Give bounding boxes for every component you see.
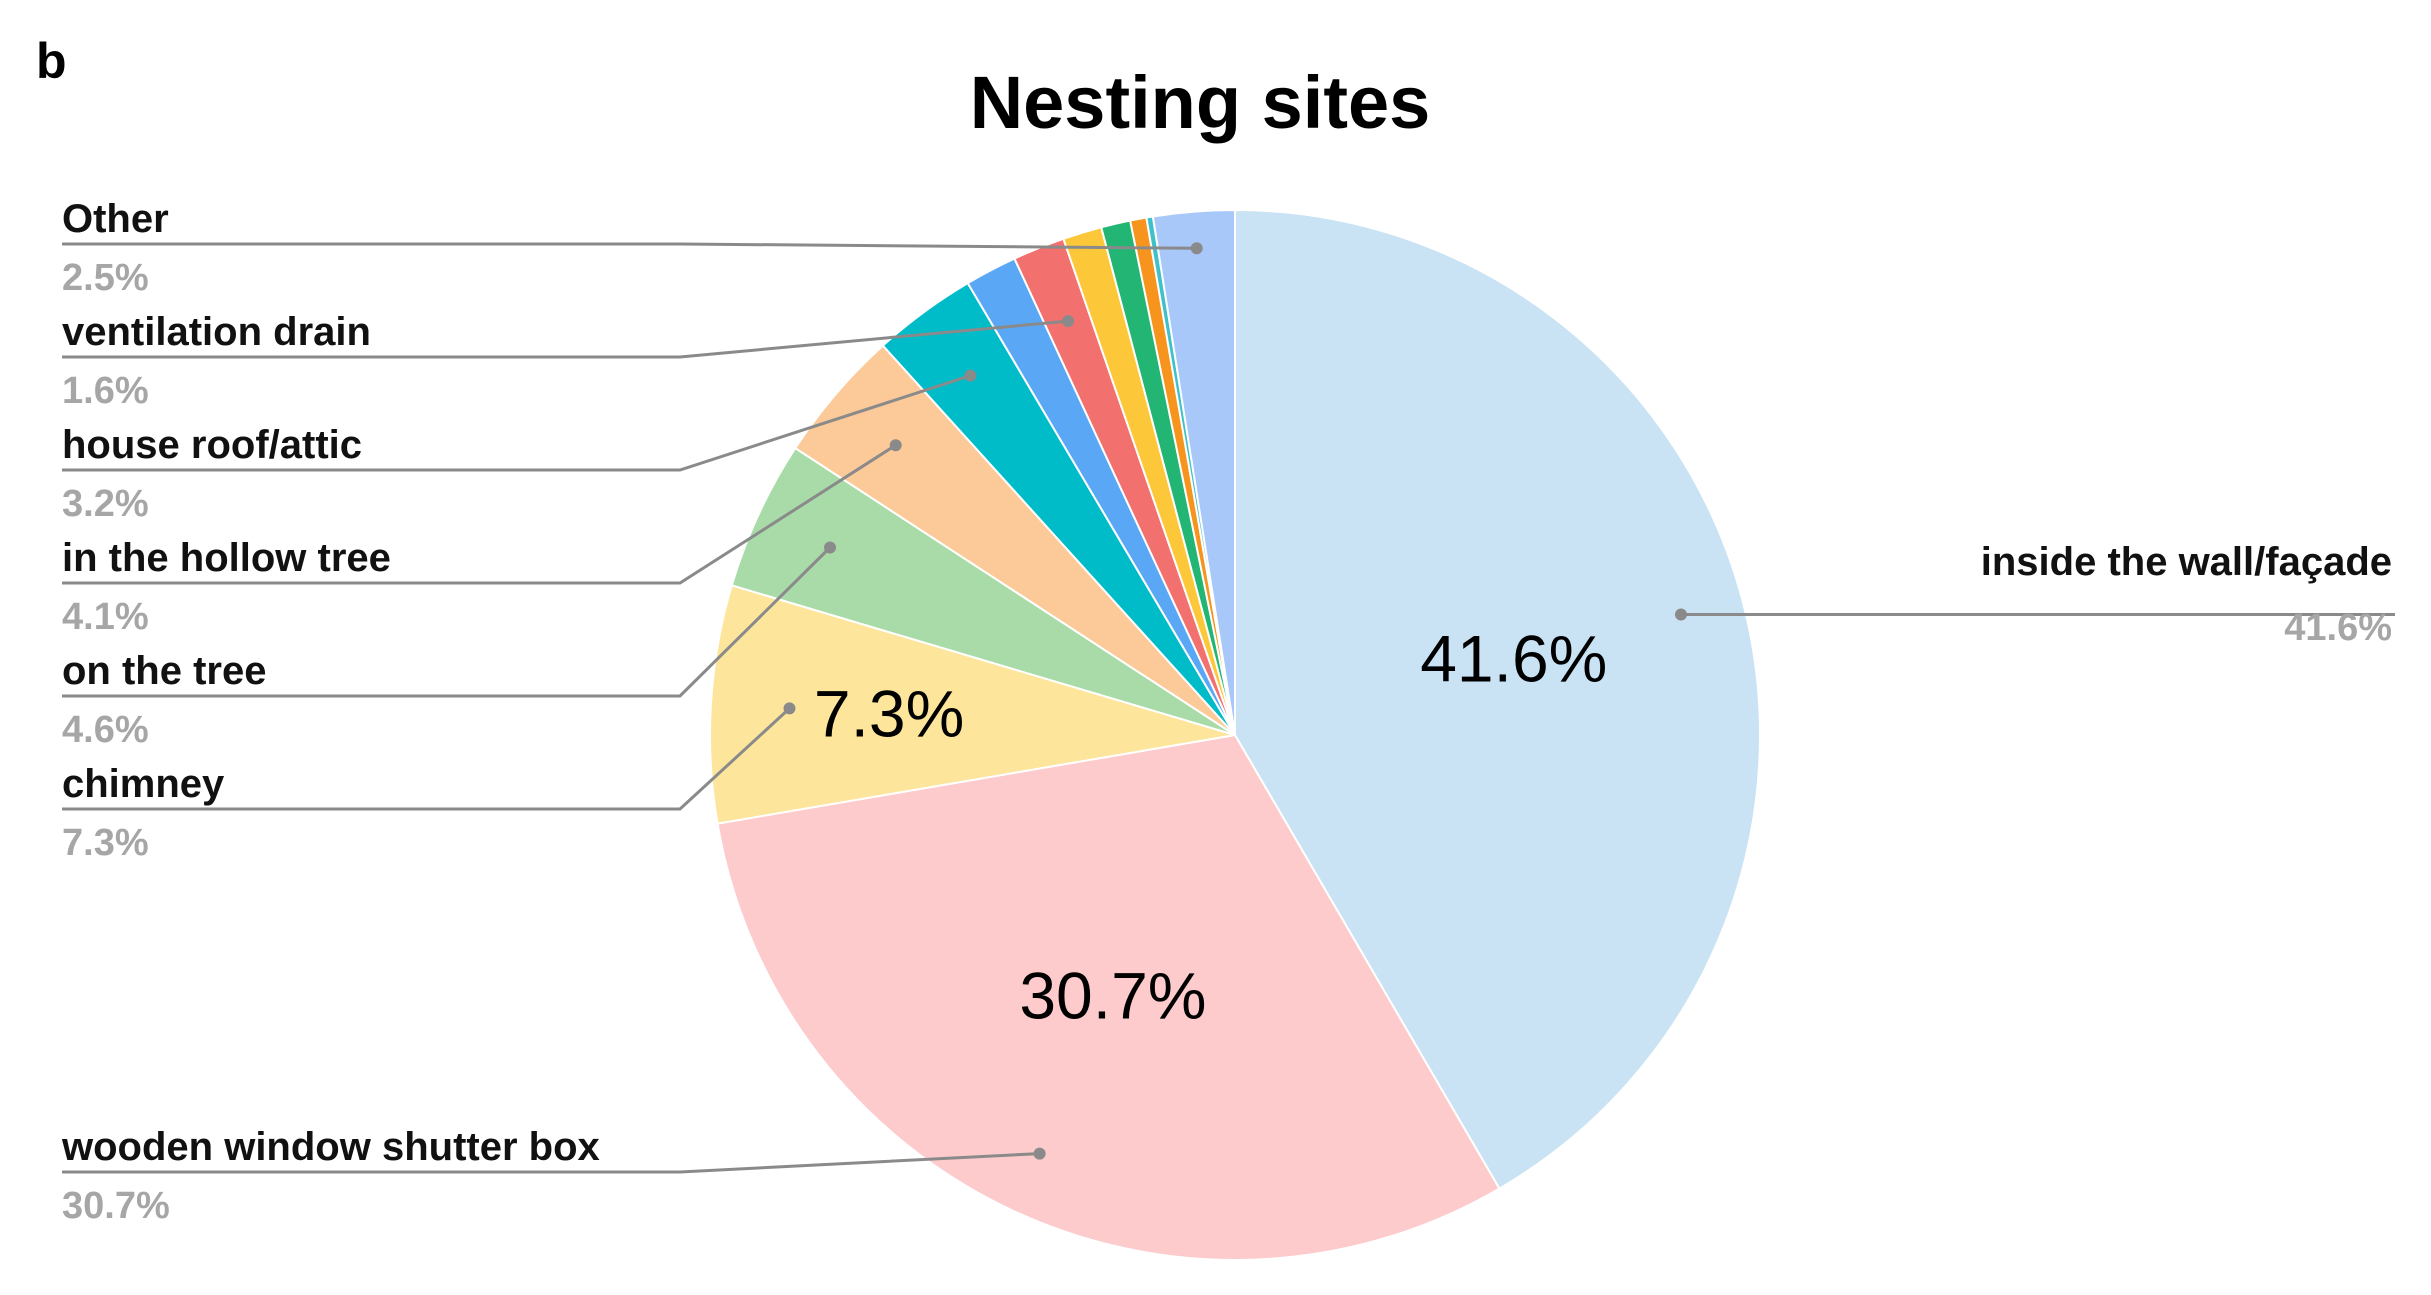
inner-percent-chimney: 7.3%: [814, 676, 964, 750]
label-percent-house-roof-attic: 3.2%: [62, 483, 149, 525]
chart-title: Nesting sites: [970, 61, 1431, 144]
slice-labels: 41.6% inside the wall/façade 41.6% 30.7% woo…: [61, 197, 2392, 1227]
label-percent-inside-the-wall-fa-ade: 41.6%: [2284, 607, 2392, 649]
label-in-the-hollow-tree: in the hollow tree: [62, 536, 391, 580]
label-percent-chimney: 7.3%: [62, 822, 149, 864]
pie-slice-wooden-window-shutter-box: [716, 733, 1501, 1261]
pie-slice-chimney: [709, 584, 1236, 825]
label-other: Other: [62, 197, 169, 241]
leader-lines: [62, 242, 2395, 1174]
leader-line-other: [62, 242, 1197, 250]
leader-line-ventilation-drain: [62, 319, 1069, 359]
label-percent-in-the-hollow-tree: 4.1%: [62, 596, 149, 638]
label-wooden-window-shutter-box: wooden window shutter box: [61, 1125, 600, 1169]
panel-label: b: [36, 33, 67, 89]
label-house-roof-attic: house roof/attic: [62, 423, 362, 467]
label-chimney: chimney: [62, 762, 225, 806]
leader-line-wooden-window-shutter-box: [62, 1152, 1040, 1174]
label-inside-the-wall-fa-ade: inside the wall/façade: [1981, 540, 2392, 584]
label-percent-other: 2.5%: [62, 257, 149, 299]
inner-percent-inside-the-wall-fa-ade: 41.6%: [1420, 622, 1607, 696]
leader-line-on-the-tree: [62, 546, 832, 698]
leader-line-in-the-hollow-tree: [62, 443, 897, 585]
leader-line-house-roof-attic: [62, 374, 971, 472]
label-on-the-tree: on the tree: [62, 649, 266, 693]
label-percent-wooden-window-shutter-box: 30.7%: [62, 1185, 170, 1227]
pie-slice-inside-the-wall-fa-ade: [1234, 208, 1761, 1190]
label-percent-ventilation-drain: 1.6%: [62, 370, 149, 412]
label-percent-on-the-tree: 4.6%: [62, 709, 149, 751]
pie-slice-other: [1151, 208, 1236, 736]
pie-slices: [709, 208, 1761, 1261]
inner-percent-wooden-window-shutter-box: 30.7%: [1019, 959, 1206, 1033]
label-ventilation-drain: ventilation drain: [62, 310, 371, 354]
leader-line-chimney: [62, 707, 791, 811]
